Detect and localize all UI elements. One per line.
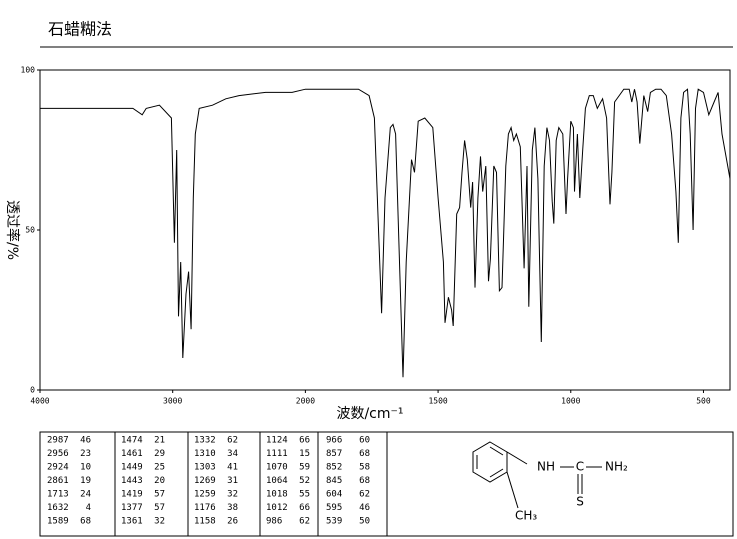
peak-transmittance: 20 <box>154 476 165 486</box>
peak-transmittance: 62 <box>227 436 238 446</box>
peak-wavenumber: 1474 <box>121 436 143 446</box>
x-tick-label: 1000 <box>561 397 580 406</box>
peak-wavenumber: 1632 <box>47 503 69 513</box>
peak-wavenumber: 2956 <box>47 449 69 459</box>
x-tick-label: 1500 <box>428 397 447 406</box>
peak-wavenumber: 1070 <box>266 463 288 473</box>
peak-wavenumber: 1461 <box>121 449 143 459</box>
peak-wavenumber: 1176 <box>194 503 216 513</box>
peak-wavenumber: 857 <box>326 449 342 459</box>
structure-label: NH <box>537 460 555 474</box>
peak-transmittance: 66 <box>299 436 310 446</box>
peak-transmittance: 66 <box>299 503 310 513</box>
peak-transmittance: 31 <box>227 476 238 486</box>
benzene-ring <box>472 441 508 483</box>
peak-wavenumber: 2861 <box>47 476 69 486</box>
peak-wavenumber: 1303 <box>194 463 216 473</box>
peak-wavenumber: 1124 <box>266 436 288 446</box>
peak-transmittance: 10 <box>80 463 91 473</box>
peak-transmittance: 55 <box>299 490 310 500</box>
y-tick-label: 50 <box>25 226 35 235</box>
peak-transmittance: 59 <box>299 463 310 473</box>
peak-transmittance: 62 <box>299 517 310 527</box>
plot-frame <box>39 69 731 391</box>
peak-wavenumber: 1064 <box>266 476 288 486</box>
peak-transmittance: 26 <box>227 517 238 527</box>
peak-wavenumber: 604 <box>326 490 342 500</box>
peak-transmittance: 4 <box>86 503 91 513</box>
peak-wavenumber: 595 <box>326 503 342 513</box>
peak-wavenumber: 852 <box>326 463 342 473</box>
peak-wavenumber: 1361 <box>121 517 143 527</box>
peak-transmittance: 68 <box>359 476 370 486</box>
peak-transmittance: 25 <box>154 463 165 473</box>
peak-transmittance: 68 <box>359 449 370 459</box>
peak-transmittance: 60 <box>359 436 370 446</box>
peak-wavenumber: 2924 <box>47 463 69 473</box>
x-tick-label: 2000 <box>296 397 315 406</box>
peak-transmittance: 34 <box>227 449 238 459</box>
peak-wavenumber: 1419 <box>121 490 143 500</box>
bond <box>506 451 528 465</box>
peak-transmittance: 32 <box>154 517 165 527</box>
peak-transmittance: 46 <box>359 503 370 513</box>
peak-wavenumber: 1269 <box>194 476 216 486</box>
peak-transmittance: 24 <box>80 490 91 500</box>
ring-bond <box>489 446 504 456</box>
peak-transmittance: 46 <box>80 436 91 446</box>
peak-wavenumber: 845 <box>326 476 342 486</box>
peak-transmittance: 21 <box>154 436 165 446</box>
structure-label: C <box>576 460 584 474</box>
peak-transmittance: 57 <box>154 503 165 513</box>
structure-drawing <box>472 441 602 509</box>
x-tick-label: 4000 <box>30 397 49 406</box>
x-tick-label: 500 <box>696 397 711 406</box>
peak-wavenumber: 1018 <box>266 490 288 500</box>
peak-wavenumber: 1449 <box>121 463 143 473</box>
peak-transmittance: 41 <box>227 463 238 473</box>
y-tick-label: 100 <box>21 66 36 75</box>
y-tick-label: 0 <box>30 386 35 395</box>
peak-transmittance: 57 <box>154 490 165 500</box>
peak-wavenumber: 2987 <box>47 436 69 446</box>
peak-transmittance: 15 <box>299 449 310 459</box>
peak-transmittance: 23 <box>80 449 91 459</box>
structure-label: CH₃ <box>515 509 537 523</box>
page-title: 石蜡糊法 <box>48 20 112 39</box>
x-tick-label: 3000 <box>163 397 182 406</box>
spectrum-line <box>40 88 731 378</box>
structure-label: S <box>576 495 584 509</box>
peak-wavenumber: 1377 <box>121 503 143 513</box>
peak-transmittance: 50 <box>359 517 370 527</box>
bond <box>506 471 519 509</box>
ring-bond <box>489 468 504 478</box>
peak-transmittance: 32 <box>227 490 238 500</box>
peak-wavenumber: 986 <box>266 517 282 527</box>
peak-wavenumber: 1589 <box>47 517 69 527</box>
structure-label: NH₂ <box>605 460 628 474</box>
peak-wavenumber: 1713 <box>47 490 69 500</box>
peak-transmittance: 62 <box>359 490 370 500</box>
peak-wavenumber: 966 <box>326 436 342 446</box>
peak-wavenumber: 1158 <box>194 517 216 527</box>
peak-wavenumber: 1259 <box>194 490 216 500</box>
peak-transmittance: 58 <box>359 463 370 473</box>
peak-wavenumber: 1443 <box>121 476 143 486</box>
y-axis-label: 透过率/% <box>4 200 21 260</box>
peak-wavenumber: 539 <box>326 517 342 527</box>
peak-transmittance: 38 <box>227 503 238 513</box>
x-axis-label: 波数/cm⁻¹ <box>336 406 403 422</box>
peak-transmittance: 68 <box>80 517 91 527</box>
peak-wavenumber: 1310 <box>194 449 216 459</box>
peak-transmittance: 29 <box>154 449 165 459</box>
peak-wavenumber: 1012 <box>266 503 288 513</box>
peak-transmittance: 52 <box>299 476 310 486</box>
peak-wavenumber: 1111 <box>266 449 288 459</box>
peak-transmittance: 19 <box>80 476 91 486</box>
peak-wavenumber: 1332 <box>194 436 216 446</box>
